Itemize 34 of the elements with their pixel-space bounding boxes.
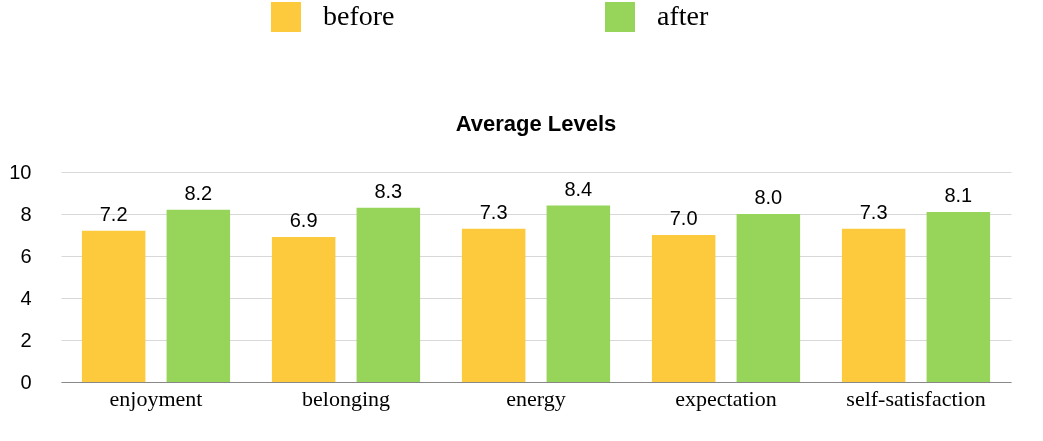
x-tick-label: energy <box>506 385 566 411</box>
x-tick-label: expectation <box>675 385 777 411</box>
bar <box>461 228 526 382</box>
bar <box>926 211 991 382</box>
text: 7.3 <box>479 200 508 223</box>
y-tick-label: 8 <box>20 202 32 225</box>
text: 6.9 <box>289 209 318 232</box>
bar <box>166 209 231 382</box>
bar <box>271 237 336 382</box>
text: 8.4 <box>564 177 593 200</box>
text: 7.0 <box>669 207 698 229</box>
text: 8.1 <box>944 183 973 206</box>
bar <box>651 235 716 382</box>
y-tick-label: 10 <box>9 160 32 183</box>
bar <box>81 230 146 382</box>
chart-title: Average Levels <box>455 111 617 136</box>
x-tick-label: enjoyment <box>109 385 203 411</box>
x-tick-label: belonging <box>302 385 390 411</box>
legend-label: after <box>657 0 709 31</box>
legend-label: before <box>323 0 395 31</box>
x-tick-label: self-satisfaction <box>846 385 986 411</box>
text: 8.2 <box>184 181 213 204</box>
text: 7.3 <box>859 200 888 223</box>
bar <box>356 207 421 382</box>
y-tick-label: 2 <box>20 328 32 351</box>
y-tick-label: 0 <box>20 370 32 393</box>
text: 8.0 <box>754 186 783 208</box>
text: 7.2 <box>99 202 128 225</box>
bar <box>736 214 801 382</box>
y-tick-label: 6 <box>20 244 32 267</box>
text: 8.3 <box>374 179 403 202</box>
y-tick-label: 4 <box>20 286 32 309</box>
bar <box>841 228 906 382</box>
bar <box>546 205 611 382</box>
